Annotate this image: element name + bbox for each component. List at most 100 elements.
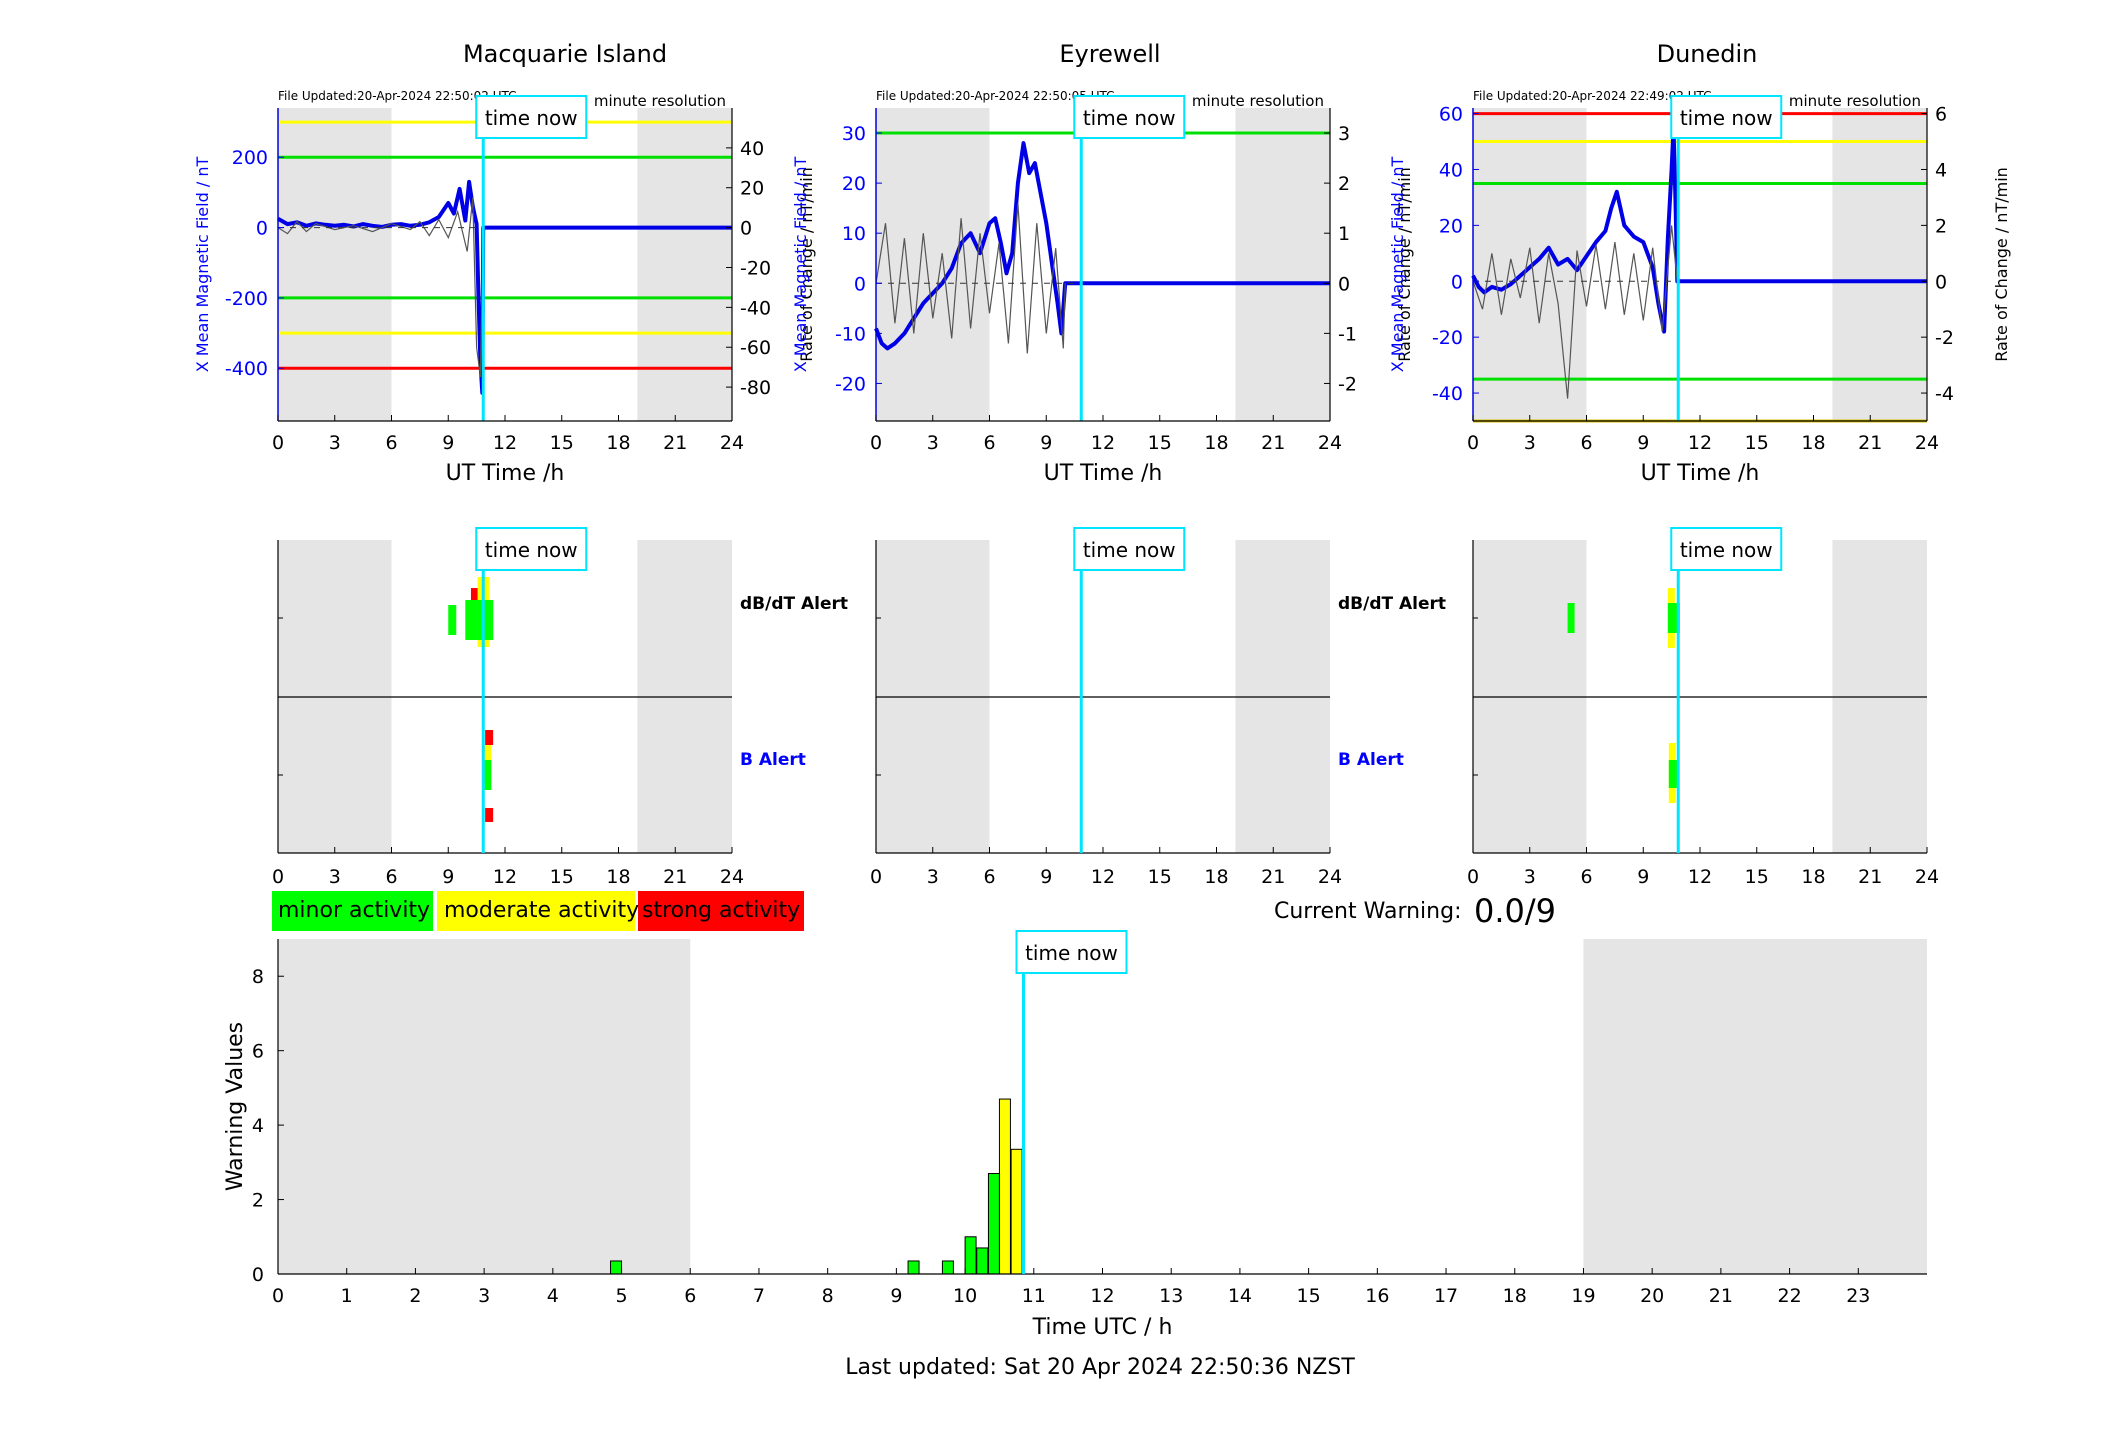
warning-bar bbox=[941, 1260, 954, 1275]
x-tick-label: 15 bbox=[1148, 866, 1172, 888]
alert-panel-1: 0 3 6 9 12 15 18 21 24 time now dB/dT Alert B Alert bbox=[870, 527, 1446, 888]
y-tick-label: 0 bbox=[1451, 271, 1463, 293]
x-tick-label: 12 bbox=[1090, 1285, 1114, 1307]
x-tick-label: 0 bbox=[272, 1285, 284, 1307]
b-alert-label: B Alert bbox=[740, 750, 806, 770]
y-tick-label: -10 bbox=[835, 323, 866, 345]
x-tick-label: 6 bbox=[983, 432, 995, 454]
x-tick-label: 21 bbox=[1858, 432, 1882, 454]
alert-mark bbox=[1567, 603, 1575, 633]
warning-bar bbox=[1010, 1148, 1023, 1275]
alert-mark bbox=[1668, 760, 1678, 788]
x-tick-label: 24 bbox=[1318, 866, 1342, 888]
x-tick-label: 16 bbox=[1365, 1285, 1389, 1307]
y-tick-label: 0 bbox=[854, 273, 866, 295]
y-axis-label: Warning Values bbox=[223, 1022, 248, 1191]
x-tick-label: 6 bbox=[385, 432, 397, 454]
series-line bbox=[1471, 125, 1927, 334]
legend-minor-label: minor activity bbox=[278, 898, 430, 923]
y-tick-label: -20 bbox=[1432, 327, 1463, 349]
panel-time-now-box bbox=[1670, 95, 1783, 139]
x-tick-label: 12 bbox=[1091, 432, 1115, 454]
warning-time-now-box bbox=[1015, 930, 1128, 974]
dbdt-alert-label: dB/dT Alert bbox=[1338, 594, 1446, 614]
y-tick-label: 30 bbox=[842, 123, 866, 145]
series-line bbox=[874, 141, 1330, 351]
y-tick-label: 20 bbox=[842, 173, 866, 195]
panel-time-now-label: time now bbox=[1083, 106, 1176, 130]
x-tick-label: 1 bbox=[341, 1285, 353, 1307]
x-tick-label: 24 bbox=[1318, 432, 1342, 454]
alert-mark bbox=[485, 808, 494, 822]
x-tick-label: 0 bbox=[870, 432, 882, 454]
y-axis-label: X Mean Magnetic Field / nT bbox=[193, 157, 212, 373]
x-tick-label: 3 bbox=[927, 866, 939, 888]
night-shade bbox=[1235, 108, 1330, 421]
alert-panel-2: 0 3 6 9 12 15 18 21 24 time now bbox=[1467, 527, 1939, 888]
night-shade bbox=[278, 939, 691, 1274]
y-tick-label: 6 bbox=[252, 1041, 264, 1063]
x-tick-label: 21 bbox=[1261, 866, 1285, 888]
rate-line bbox=[277, 197, 484, 378]
y2-tick-label: 1 bbox=[1338, 223, 1350, 245]
x-tick-label: 9 bbox=[442, 432, 454, 454]
x-tick-label: 24 bbox=[1915, 432, 1939, 454]
y2-tick-label: 2 bbox=[1338, 173, 1350, 195]
y2-tick-label: -20 bbox=[740, 257, 771, 279]
alert-time-now-label: time now bbox=[1083, 538, 1176, 562]
x-tick-label: 15 bbox=[1745, 866, 1769, 888]
x-tick-label: 18 bbox=[1801, 866, 1825, 888]
station-title: Eyrewell bbox=[1059, 40, 1160, 68]
y-tick-label: 8 bbox=[252, 966, 264, 988]
x-tick-label: 24 bbox=[1915, 866, 1939, 888]
night-shade bbox=[637, 108, 732, 421]
alert-panel-0: 0 3 6 9 12 15 18 21 24 time now dB/dT Alert B Alert bbox=[272, 527, 848, 888]
x-axis-label: UT Time /h bbox=[446, 461, 565, 486]
y-tick-label: 60 bbox=[1439, 104, 1463, 126]
y2-tick-label: -4 bbox=[1935, 383, 1954, 405]
x-tick-label: 18 bbox=[1503, 1285, 1527, 1307]
y-tick-label: -40 bbox=[1432, 383, 1463, 405]
y2-tick-label: -2 bbox=[1338, 373, 1357, 395]
y-axis-label: X Mean Magnetic Field / nT bbox=[1388, 157, 1407, 373]
x-tick-label: 3 bbox=[329, 432, 341, 454]
x-tick-label: 3 bbox=[478, 1285, 490, 1307]
panel-time-now-box bbox=[1073, 95, 1186, 139]
x-tick-label: 3 bbox=[927, 432, 939, 454]
resolution-label: minute resolution bbox=[1192, 92, 1324, 110]
y2-tick-label: 3 bbox=[1338, 123, 1350, 145]
y2-tick-label: 4 bbox=[1935, 159, 1947, 181]
warning-bar bbox=[998, 1098, 1011, 1275]
x-tick-label: 14 bbox=[1228, 1285, 1252, 1307]
y-tick-label: -20 bbox=[835, 373, 866, 395]
x-tick-label: 21 bbox=[663, 866, 687, 888]
warning-chart: 0 1 2 3 4 5 6 7 8 9 10 11 12 13 14 15 16 17 18 19 20 21 22 2302… bbox=[223, 930, 1927, 1340]
station-title: Macquarie Island bbox=[463, 40, 667, 68]
x-tick-label: 0 bbox=[1467, 432, 1479, 454]
y-tick-label: -400 bbox=[225, 358, 268, 380]
y-tick-label: 0 bbox=[256, 218, 268, 240]
y2-tick-label: 40 bbox=[740, 138, 764, 160]
alert-time-now-label: time now bbox=[485, 538, 578, 562]
warning-bar bbox=[610, 1260, 623, 1275]
legend-moderate-swatch bbox=[437, 891, 635, 931]
y2-tick-label: 6 bbox=[1935, 104, 1947, 126]
y2-tick-label: -60 bbox=[740, 337, 771, 359]
x-tick-label: 22 bbox=[1777, 1285, 1801, 1307]
x-tick-label: 6 bbox=[983, 866, 995, 888]
x-tick-label: 17 bbox=[1434, 1285, 1458, 1307]
x-tick-label: 9 bbox=[890, 1285, 902, 1307]
panel-time-now-label: time now bbox=[485, 106, 578, 130]
x-tick-label: 24 bbox=[720, 432, 744, 454]
y2-tick-label: -1 bbox=[1338, 323, 1357, 345]
alert-mark bbox=[482, 760, 492, 790]
x-tick-label: 6 bbox=[385, 866, 397, 888]
x-tick-label: 24 bbox=[720, 866, 744, 888]
station-title: Dunedin bbox=[1657, 40, 1758, 68]
y-tick-label: 200 bbox=[232, 147, 268, 169]
x-tick-label: 9 bbox=[1040, 866, 1052, 888]
resolution-label: minute resolution bbox=[1789, 92, 1921, 110]
x-tick-label: 11 bbox=[1022, 1285, 1046, 1307]
panel-time-now-label: time now bbox=[1680, 106, 1773, 130]
warning-time-now-label: time now bbox=[1025, 941, 1118, 965]
